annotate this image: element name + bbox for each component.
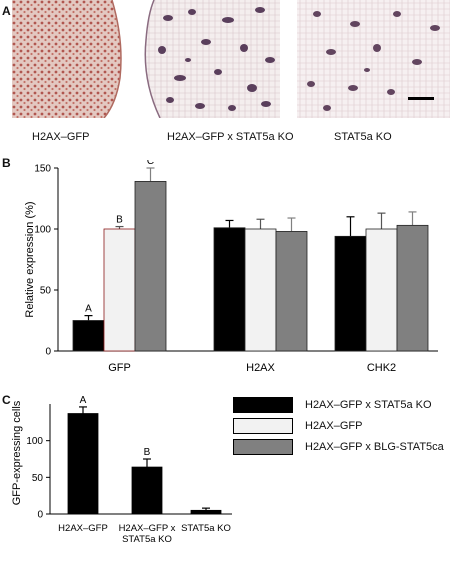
x-tick-label: STAT5a KO (181, 523, 231, 534)
bar (365, 228, 398, 352)
legend-label: H2AX–GFP x BLG-STAT5ca (305, 441, 444, 453)
bar (67, 413, 99, 515)
significance-label: B (144, 447, 151, 458)
histology-image-stat5a-ko (297, 0, 450, 118)
scale-bar (408, 97, 434, 100)
y-tick-label: 150 (34, 164, 51, 175)
legend: H2AX–GFP x STAT5a KO H2AX–GFP H2AX–GFP x… (233, 396, 444, 459)
histology-image-h2ax-gfp-x-stat5a-ko (140, 0, 280, 118)
histology-stat5a-ko-svg (297, 0, 450, 118)
y-axis-label: Relative expression (%) (24, 201, 36, 317)
significance-label: C (147, 160, 154, 167)
histology-caption-2: H2AX–GFP x STAT5a KO (167, 131, 294, 143)
legend-label: H2AX–GFP (305, 420, 363, 432)
legend-swatch (233, 418, 293, 434)
relative-expression-chart: 0 50 100 150 Relative expression (%) GFP H2AX C… (24, 160, 438, 374)
histology-caption-1: H2AX–GFP (32, 131, 90, 143)
legend-item-stat5a-ko: H2AX–GFP x STAT5a KO (233, 396, 444, 414)
legend-swatch (233, 439, 293, 455)
panel-b-letter: B (2, 156, 11, 170)
bar (134, 181, 167, 352)
x-tick-label: H2AX (246, 362, 275, 374)
panel-a-letter: A (2, 4, 11, 18)
bar (213, 227, 246, 352)
histology-h2ax-gfp-svg (12, 0, 122, 118)
histology-cross-svg (140, 0, 280, 118)
histology-caption-3: STAT5a KO (334, 131, 392, 143)
x-tick-label: GFP (108, 362, 131, 374)
bar (103, 228, 136, 352)
legend-item-blg-stat5ca: H2AX–GFP x BLG-STAT5ca (233, 438, 444, 456)
bar (275, 231, 308, 352)
y-tick-label: 100 (26, 436, 43, 447)
bar (72, 320, 105, 352)
y-tick-label: 0 (45, 347, 51, 358)
significance-label: A (85, 304, 92, 315)
significance-label: A (80, 396, 87, 406)
x-tick-label: CHK2 (367, 362, 396, 374)
x-tick-label: H2AX–GFP x (119, 523, 176, 534)
histology-image-h2ax-gfp (12, 0, 127, 118)
bar (131, 466, 163, 515)
bar (190, 509, 222, 515)
panel-c-letter: C (2, 393, 11, 407)
y-tick-label: 50 (40, 286, 52, 297)
legend-label: H2AX–GFP x STAT5a KO (305, 399, 432, 411)
significance-label: B (116, 215, 123, 226)
bar (244, 228, 277, 352)
bar (334, 235, 367, 352)
legend-item-h2ax-gfp: H2AX–GFP (233, 417, 444, 435)
y-tick-label: 0 (37, 510, 43, 521)
y-tick-label: 100 (34, 225, 51, 236)
bar (396, 224, 429, 352)
x-tick-label: STAT5a KO (122, 534, 172, 545)
y-axis-label: GFP-expressing cells (11, 400, 23, 505)
x-tick-label: H2AX–GFP (58, 523, 108, 534)
legend-swatch (233, 397, 293, 413)
y-tick-label: 50 (32, 473, 44, 484)
